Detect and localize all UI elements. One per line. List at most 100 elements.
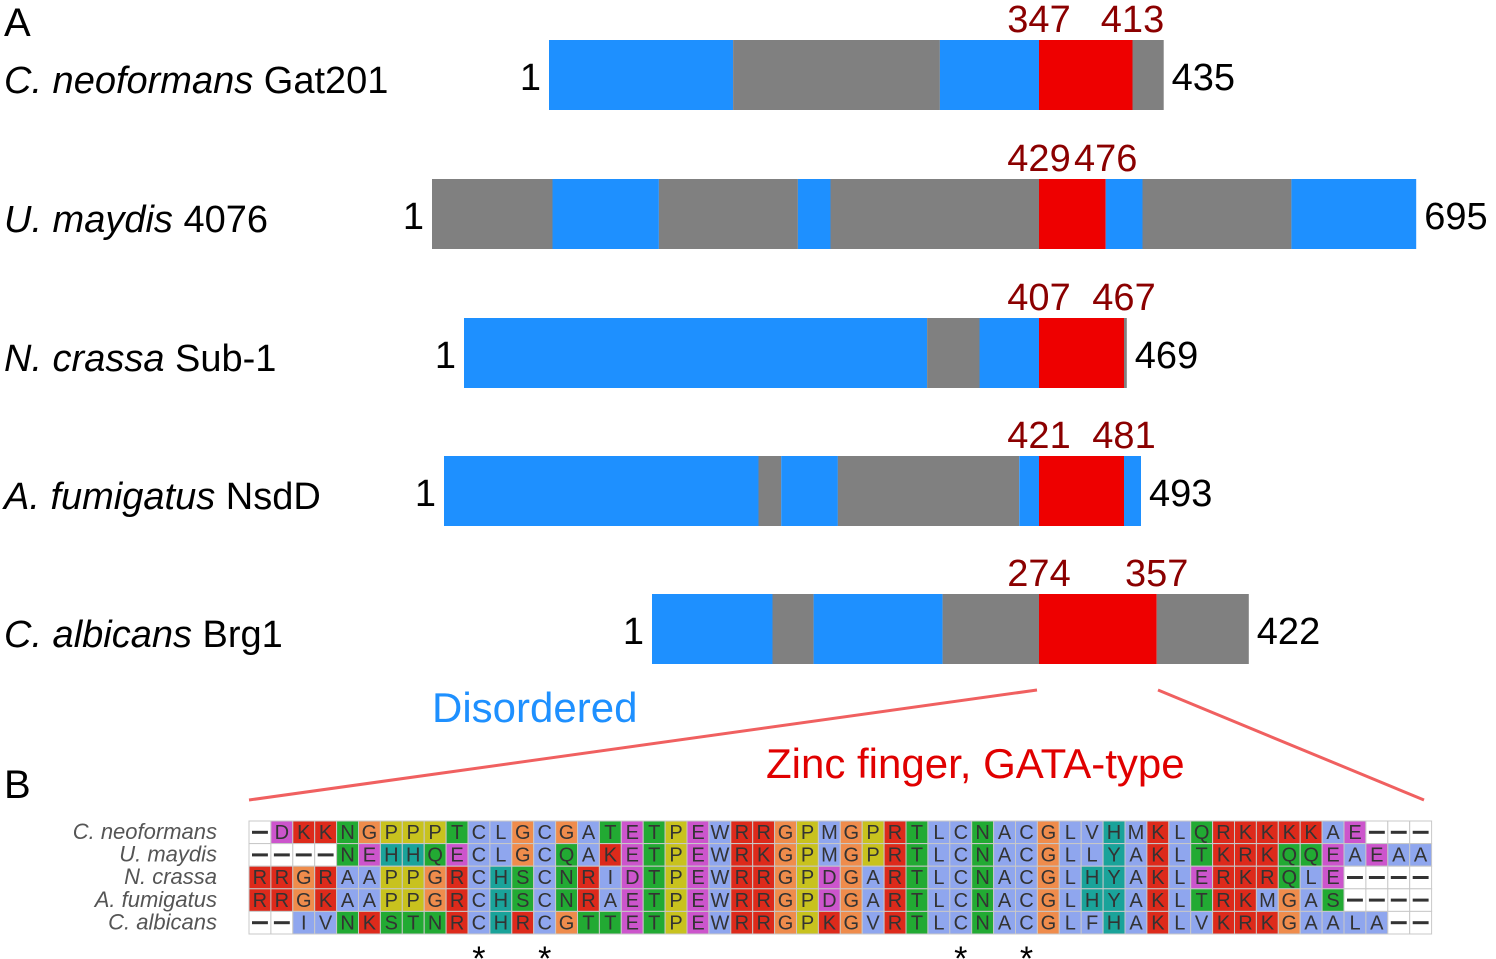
residue-letter: R	[735, 912, 749, 934]
residue-letter: K	[757, 845, 771, 867]
protein-id: Brg1	[192, 614, 283, 656]
residue-letter: A	[866, 890, 880, 912]
residue-letter: L	[933, 867, 944, 889]
residue-letter: C	[954, 867, 968, 889]
residue-letter: R	[318, 867, 332, 889]
residue-letter: A	[1129, 845, 1143, 867]
protein-id: Sub-1	[164, 338, 276, 380]
residue-letter: I	[608, 867, 614, 889]
gap-mark	[273, 921, 290, 925]
other-segment	[837, 456, 1020, 526]
residue-letter: P	[669, 845, 682, 867]
residue-letter: G	[844, 867, 860, 889]
residue-letter: M	[1128, 822, 1145, 844]
residue-letter: G	[362, 822, 378, 844]
zinc-finger-end-label: 467	[1092, 277, 1155, 319]
residue-letter: R	[275, 890, 289, 912]
residue-letter: A	[1129, 867, 1143, 889]
residue-letter: W	[710, 912, 729, 934]
residue-letter: A	[998, 912, 1012, 934]
residue-letter: L	[1065, 867, 1076, 889]
residue-letter: K	[823, 912, 837, 934]
legend-disordered: Disordered	[432, 684, 637, 731]
residue-letter: N	[559, 890, 573, 912]
residue-letter: C	[537, 822, 551, 844]
other-segment	[432, 179, 553, 249]
gap-mark	[1347, 898, 1363, 902]
residue-letter: P	[407, 867, 420, 889]
residue-letter: P	[669, 890, 682, 912]
residue-letter: P	[428, 822, 441, 844]
other-segment	[758, 456, 782, 526]
residue-letter: A	[1304, 912, 1318, 934]
residue-letter: A	[1304, 890, 1318, 912]
residue-letter: K	[1239, 867, 1253, 889]
residue-letter: D	[822, 867, 836, 889]
residue-letter: A	[998, 845, 1012, 867]
residue-letter: G	[1041, 912, 1057, 934]
residue-letter: A	[604, 890, 618, 912]
species-name: C. neoformans	[4, 60, 253, 102]
residue-letter: Q	[1282, 867, 1298, 889]
residue-letter: C	[537, 912, 551, 934]
other-segment	[772, 594, 814, 664]
residue-letter: A	[1348, 845, 1362, 867]
residue-letter: T	[648, 845, 660, 867]
gap-mark	[1368, 830, 1385, 834]
disordered-segment	[549, 40, 734, 110]
other-segment	[733, 40, 940, 110]
other-segment	[830, 179, 1039, 249]
residue-letter: C	[1019, 822, 1033, 844]
residue-letter: W	[710, 822, 729, 844]
residue-letter: C	[537, 890, 551, 912]
other-segment	[1142, 179, 1292, 249]
residue-letter: A	[1414, 845, 1428, 867]
residue-letter: G	[515, 822, 531, 844]
residue-letter: G	[1041, 822, 1057, 844]
residue-letter: N	[975, 912, 989, 934]
residue-letter: Q	[559, 845, 575, 867]
residue-letter: N	[428, 912, 442, 934]
residue-letter: L	[1065, 890, 1076, 912]
residue-letter: G	[1041, 845, 1057, 867]
protein-row: C. neoformans Gat201 1 435 347 413	[4, 0, 1235, 110]
residue-letter: P	[866, 845, 879, 867]
residue-letter: R	[450, 890, 464, 912]
zinc-finger-start-label: 421	[1007, 415, 1070, 457]
residue-letter: K	[1151, 912, 1165, 934]
residue-letter: K	[1151, 845, 1165, 867]
residue-letter: G	[778, 822, 794, 844]
residue-letter: T	[648, 890, 660, 912]
residue-letter: A	[341, 867, 355, 889]
start-position: 1	[623, 611, 644, 653]
residue-letter: E	[363, 845, 376, 867]
residue-letter: R	[756, 890, 770, 912]
zinc-finger-start-label: 407	[1007, 277, 1070, 319]
residue-letter: E	[691, 912, 704, 934]
residue-letter: P	[801, 822, 814, 844]
residue-letter: E	[626, 845, 639, 867]
residue-letter: T	[1195, 845, 1207, 867]
zinc-finger-segment	[1039, 318, 1124, 388]
residue-letter: T	[648, 912, 660, 934]
species-name: N. crassa	[4, 338, 164, 380]
residue-letter: E	[626, 890, 639, 912]
gap-mark	[1412, 898, 1429, 902]
residue-letter: R	[1238, 845, 1252, 867]
residue-letter: I	[301, 912, 307, 934]
zinc-finger-start-label: 347	[1007, 0, 1070, 41]
residue-letter: G	[778, 845, 794, 867]
residue-letter: G	[1282, 890, 1298, 912]
zinc-finger-end-label: 481	[1092, 415, 1155, 457]
residue-letter: L	[1065, 845, 1076, 867]
residue-letter: L	[1174, 890, 1185, 912]
residue-letter: P	[801, 890, 814, 912]
residue-letter: C	[472, 822, 486, 844]
other-segment	[942, 594, 1039, 664]
residue-letter: P	[801, 867, 814, 889]
residue-letter: C	[1019, 845, 1033, 867]
residue-letter: P	[407, 822, 420, 844]
other-segment	[1132, 40, 1164, 110]
residue-letter: A	[1129, 912, 1143, 934]
